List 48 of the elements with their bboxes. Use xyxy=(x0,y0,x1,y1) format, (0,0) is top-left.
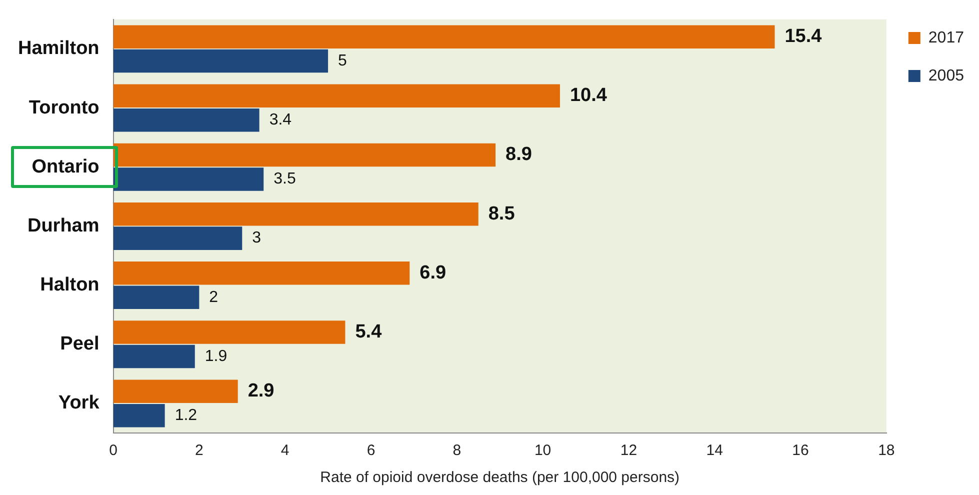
data-label: 2 xyxy=(209,288,218,306)
bar xyxy=(113,226,242,250)
bar xyxy=(113,286,200,310)
y-tick-label: Durham xyxy=(27,215,100,236)
bar xyxy=(113,84,560,108)
x-tick-label: 4 xyxy=(280,442,290,460)
bar xyxy=(113,108,260,132)
bar xyxy=(113,344,195,368)
bar xyxy=(113,202,478,226)
bar xyxy=(113,168,264,191)
x-tick-label: 18 xyxy=(878,442,895,460)
data-label: 1.2 xyxy=(174,406,198,424)
bar xyxy=(113,404,165,428)
bar xyxy=(113,49,328,73)
x-tick-label: 6 xyxy=(366,442,376,460)
x-tick-label: 0 xyxy=(109,442,118,460)
data-label: 6.9 xyxy=(420,262,446,284)
x-tick-label: 10 xyxy=(534,442,552,460)
data-label: 5 xyxy=(338,52,348,70)
data-label: 5.4 xyxy=(355,321,382,342)
y-tick-label: Ontario xyxy=(32,156,100,178)
x-axis-title: Rate of opioid overdose deaths (per 100,000 persons) xyxy=(320,469,680,486)
data-label: 15.4 xyxy=(784,26,822,48)
data-label: 8.9 xyxy=(506,144,532,166)
x-tick-label: 12 xyxy=(620,442,638,460)
data-label: 8.5 xyxy=(488,203,516,224)
data-label: 10.4 xyxy=(570,85,608,106)
legend-label: 2005 xyxy=(928,67,964,84)
y-tick-label: Peel xyxy=(60,334,100,355)
data-label: 3.5 xyxy=(274,170,296,188)
y-tick-label: Toronto xyxy=(28,97,100,118)
data-label: 1.9 xyxy=(204,348,228,365)
bar xyxy=(113,143,496,167)
bar xyxy=(113,320,346,344)
data-label: 3.4 xyxy=(269,112,292,129)
bar xyxy=(113,25,775,48)
y-tick-label: York xyxy=(58,392,100,414)
bar xyxy=(113,262,410,285)
x-tick-label: 2 xyxy=(195,442,204,460)
bar xyxy=(113,380,238,403)
x-tick-label: 14 xyxy=(706,442,723,460)
x-tick-label: 16 xyxy=(792,442,809,460)
y-tick-label: Halton xyxy=(40,274,100,296)
x-tick-label: 8 xyxy=(452,442,462,460)
y-tick-label: Hamilton xyxy=(18,38,100,60)
data-label: 2.9 xyxy=(248,380,274,402)
data-label: 3 xyxy=(252,230,262,247)
legend-label: 2017 xyxy=(928,29,964,46)
